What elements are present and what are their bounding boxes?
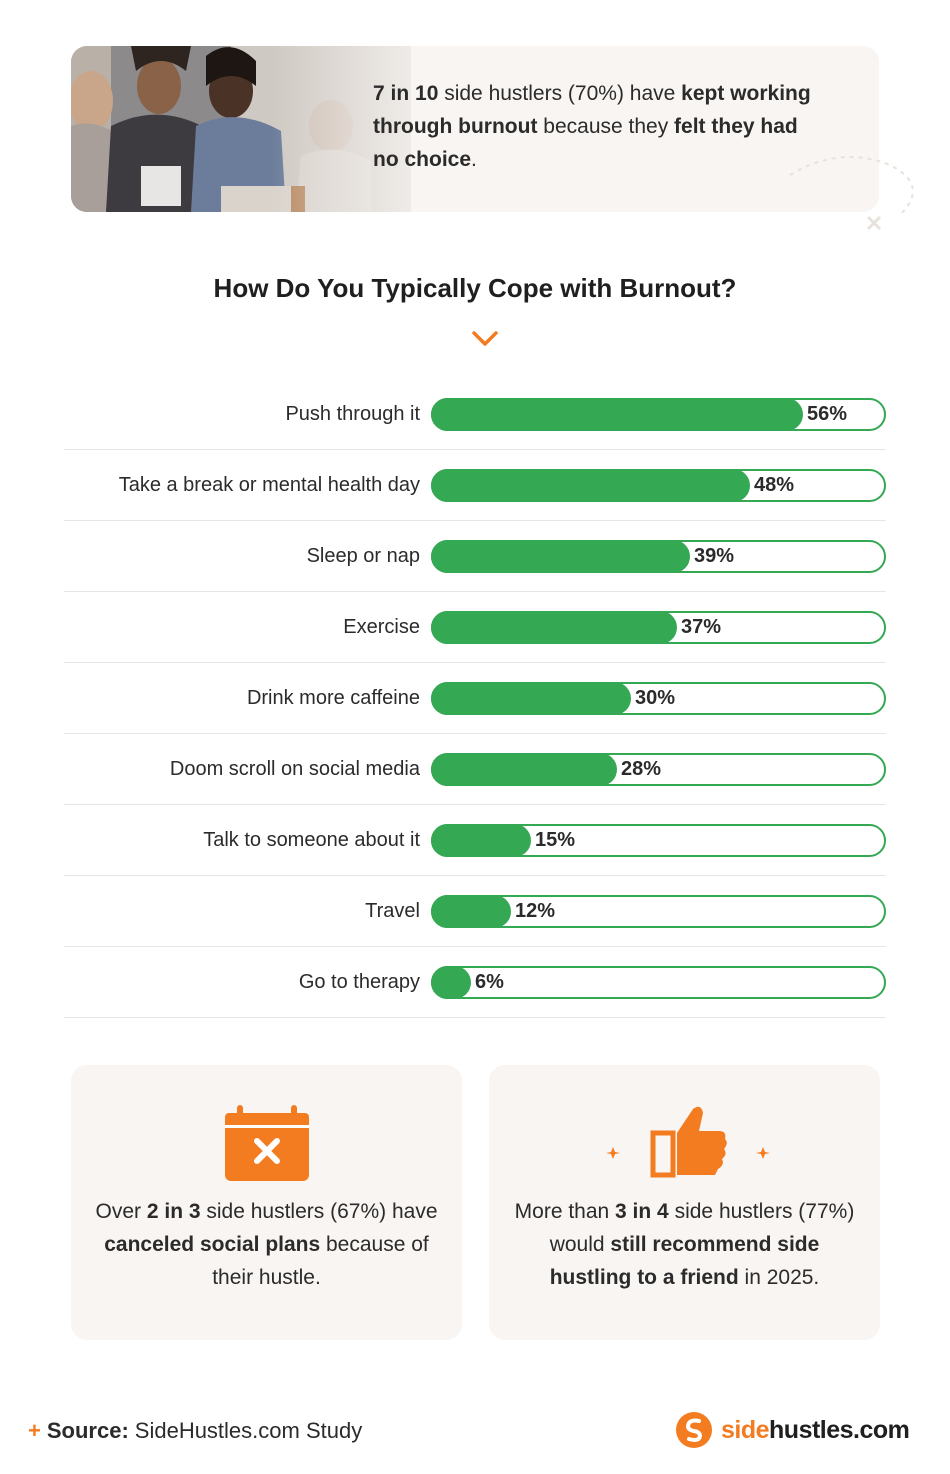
bar — [431, 398, 803, 431]
bar-track: 56% — [431, 398, 886, 431]
bar-row: Doom scroll on social media 28% — [64, 734, 886, 805]
text-run: side hustlers (77%) would — [549, 1200, 855, 1256]
recommend-text: More than 3 in 4 side hustlers (77%) wou… — [509, 1195, 860, 1294]
text-run: in 2025. — [738, 1266, 820, 1289]
chevron-down-icon — [472, 331, 498, 346]
source-value: SideHustles.com Study — [134, 1418, 363, 1443]
bar-category-label: Travel — [365, 900, 420, 922]
bar — [431, 895, 511, 928]
bar-category-label: Exercise — [343, 616, 420, 638]
bar-value-label: 28% — [621, 758, 662, 780]
bold-text-run: 3 in 4 — [615, 1200, 669, 1223]
text-run: Over — [95, 1200, 147, 1223]
recommend-card: More than 3 in 4 side hustlers (77%) wou… — [489, 1065, 880, 1340]
text-run: side hustlers (67%) have — [200, 1200, 438, 1223]
bar-value-label: 6% — [475, 971, 504, 993]
bold-text-run: 2 in 3 — [146, 1200, 201, 1223]
bold-text-run: felt they had no choice — [373, 115, 798, 171]
logo-text: sidehustles.com — [721, 1415, 910, 1445]
header-stat-card: 7 in 10 side hustlers (70%) have kept wo… — [71, 46, 879, 212]
text-run: because of their hustle. — [212, 1233, 429, 1289]
bar — [431, 682, 631, 715]
bar-track: 12% — [431, 895, 886, 928]
header-stat-text: 7 in 10 side hustlers (70%) have kept wo… — [373, 77, 813, 176]
bar-value-label: 30% — [635, 687, 676, 709]
bar — [431, 540, 690, 573]
bar-row: Drink more caffeine 30% — [64, 663, 886, 734]
bar-track: 28% — [431, 753, 886, 786]
bar — [431, 966, 471, 999]
photo-fade — [271, 46, 451, 212]
sidehustles-logo[interactable]: sidehustles.com — [675, 1410, 910, 1450]
text-run: because they — [537, 115, 675, 138]
bar-category-label: Drink more caffeine — [246, 687, 420, 709]
source-label: Source: — [46, 1418, 129, 1443]
bar-category-label: Push through it — [285, 403, 420, 425]
bold-text-run: canceled social plans — [104, 1233, 321, 1256]
chart-title: How Do You Typically Cope with Burnout? — [213, 273, 737, 303]
bar-category-label: Sleep or nap — [306, 545, 420, 567]
bar-value-label: 12% — [515, 900, 556, 922]
bar-category-label: Talk to someone about it — [203, 829, 420, 851]
bar-category-label: Take a break or mental health day — [118, 474, 420, 496]
bar-category-label: Doom scroll on social media — [169, 758, 420, 780]
text-run: side hustlers (70%) have — [438, 82, 682, 105]
bar-row: Sleep or nap 39% — [64, 521, 886, 592]
bar-row: Push through it 56% — [64, 379, 886, 450]
source-line: + Source: SideHustles.com Study — [28, 1418, 362, 1444]
calendar-x-icon — [71, 1103, 462, 1183]
canceled-plans-text: Over 2 in 3 side hustlers (67%) have can… — [91, 1195, 442, 1294]
bar-value-label: 39% — [694, 545, 735, 567]
text-run: . — [471, 148, 477, 171]
bar-track: 30% — [431, 682, 886, 715]
bar-track: 37% — [431, 611, 886, 644]
bold-text-run: still recommend side hustling to a frien… — [549, 1233, 820, 1289]
bar-row: Exercise 37% — [64, 592, 886, 663]
bar-row: Travel 12% — [64, 876, 886, 947]
bar — [431, 469, 750, 502]
logo-text-rest: hustles.com — [769, 1415, 910, 1444]
decorative-dashed-curve — [789, 156, 914, 231]
sidehustles-logo-icon — [676, 1412, 712, 1448]
bar-track: 48% — [431, 469, 886, 502]
bar-value-label: 15% — [535, 829, 576, 851]
bar-row: Go to therapy 6% — [64, 947, 886, 1018]
thumbs-up-icon — [489, 1103, 880, 1183]
bar-track: 15% — [431, 824, 886, 857]
plus-icon: + — [28, 1418, 41, 1443]
bar — [431, 753, 617, 786]
bar-category-label: Go to therapy — [298, 971, 420, 993]
bar-row: Talk to someone about it 15% — [64, 805, 886, 876]
logo-text-side: side — [721, 1415, 770, 1444]
bar-value-label: 56% — [807, 403, 848, 425]
bar-chart: Push through it 56% Take a break or mental… — [64, 379, 886, 1018]
bar-track: 39% — [431, 540, 886, 573]
bold-text-run: kept working through burnout — [373, 82, 811, 138]
bold-text-run: 7 in 10 — [373, 82, 439, 105]
bar-value-label: 37% — [681, 616, 722, 638]
bar-value-label: 48% — [754, 474, 795, 496]
text-run: More than — [514, 1200, 616, 1223]
canceled-plans-card: Over 2 in 3 side hustlers (67%) have can… — [71, 1065, 462, 1340]
bar-row: Take a break or mental health day 48% — [64, 450, 886, 521]
bar-track: 6% — [431, 966, 886, 999]
bar — [431, 824, 531, 857]
bar — [431, 611, 677, 644]
